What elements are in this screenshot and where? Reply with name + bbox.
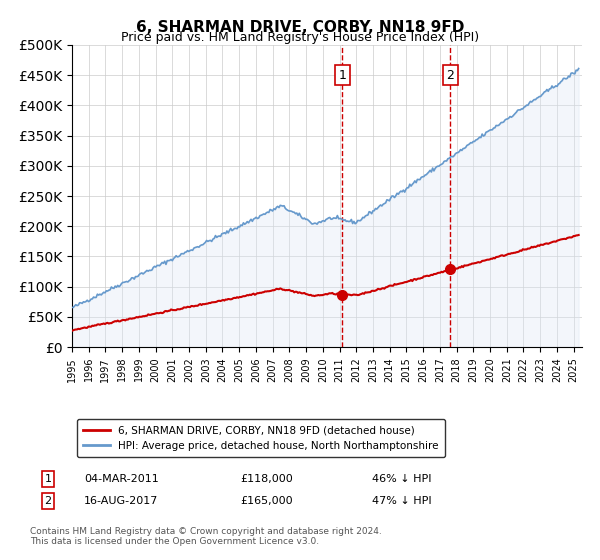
Text: £118,000: £118,000	[240, 474, 293, 484]
Text: 47% ↓ HPI: 47% ↓ HPI	[372, 496, 431, 506]
Text: 46% ↓ HPI: 46% ↓ HPI	[372, 474, 431, 484]
Legend: 6, SHARMAN DRIVE, CORBY, NN18 9FD (detached house), HPI: Average price, detached: 6, SHARMAN DRIVE, CORBY, NN18 9FD (detac…	[77, 419, 445, 457]
Text: £165,000: £165,000	[240, 496, 293, 506]
Text: 2: 2	[446, 68, 454, 82]
Text: 1: 1	[338, 68, 346, 82]
Text: 04-MAR-2011: 04-MAR-2011	[84, 474, 159, 484]
Text: 1: 1	[44, 474, 52, 484]
Text: Price paid vs. HM Land Registry's House Price Index (HPI): Price paid vs. HM Land Registry's House …	[121, 31, 479, 44]
Text: 2: 2	[44, 496, 52, 506]
Text: Contains HM Land Registry data © Crown copyright and database right 2024.
This d: Contains HM Land Registry data © Crown c…	[30, 526, 382, 546]
Text: 6, SHARMAN DRIVE, CORBY, NN18 9FD: 6, SHARMAN DRIVE, CORBY, NN18 9FD	[136, 20, 464, 35]
Text: 16-AUG-2017: 16-AUG-2017	[84, 496, 158, 506]
